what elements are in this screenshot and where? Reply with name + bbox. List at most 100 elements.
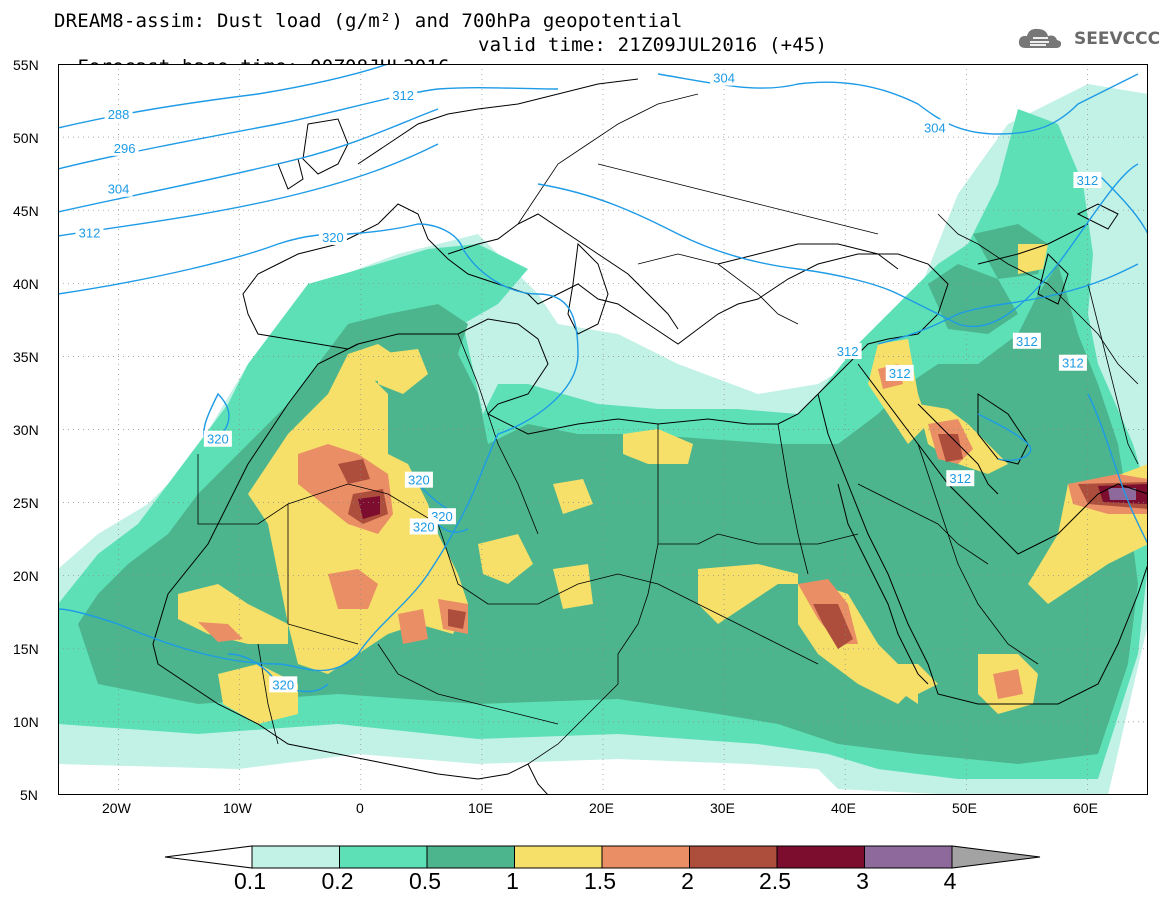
contour-label-bg bbox=[104, 106, 133, 123]
lat-label: 10N bbox=[13, 714, 39, 730]
contour-label-bg bbox=[920, 119, 949, 136]
dust-level-1 bbox=[478, 534, 533, 584]
lat-label: 35N bbox=[13, 349, 39, 365]
dust-level-1.5 bbox=[198, 622, 243, 642]
colorbar-level-label: 1.5 bbox=[584, 868, 616, 894]
contour-label: 312 bbox=[889, 366, 911, 381]
colorbar-swatch bbox=[339, 845, 428, 869]
contour-label: 320 bbox=[413, 519, 435, 534]
contour-label: 312 bbox=[949, 471, 971, 486]
contour-label: 320 bbox=[272, 677, 294, 692]
contour-label: 312 bbox=[392, 88, 414, 103]
contour-label-bg bbox=[389, 87, 418, 104]
valid-time: valid time: 21Z09JUL2016 (+45) bbox=[478, 34, 828, 56]
dust-level-2 bbox=[338, 459, 370, 484]
colorbar-swatch bbox=[251, 845, 340, 869]
dust-level-1 bbox=[838, 664, 938, 704]
contour-label: 320 bbox=[207, 432, 229, 447]
contour-label: 312 bbox=[1062, 356, 1084, 371]
colorbar-swatch bbox=[514, 845, 603, 869]
colorbar-level-label: 0.5 bbox=[409, 868, 441, 894]
lat-label: 15N bbox=[13, 641, 39, 657]
borders bbox=[197, 93, 1139, 765]
dust-level-1.5 bbox=[328, 569, 378, 609]
colorbar-level-label: 3 bbox=[856, 868, 869, 894]
contour-label: 320 bbox=[322, 230, 344, 245]
colorbar-level-label: 1 bbox=[506, 868, 519, 894]
colorbar-level-label: 0.2 bbox=[321, 868, 354, 894]
lat-label: 25N bbox=[13, 495, 39, 511]
contour-label-bg bbox=[1012, 332, 1041, 349]
map-title-line1: DREAM8-assim: Dust load (g/m²) and 700hP… bbox=[54, 10, 683, 32]
contour-label-bg bbox=[75, 224, 104, 241]
contour-label-bg bbox=[833, 343, 862, 360]
lon-label: 60E bbox=[1073, 800, 1098, 816]
logo-text: SEEVCCC bbox=[1074, 29, 1161, 49]
lat-label: 45N bbox=[13, 203, 39, 219]
dust-level-1 bbox=[868, 339, 928, 444]
contour-label-bg bbox=[203, 430, 232, 447]
lat-label: 50N bbox=[13, 130, 39, 146]
colorbar-level-label: 2.5 bbox=[759, 868, 791, 894]
contour-label: 312 bbox=[1016, 334, 1038, 349]
colorbar-swatch bbox=[776, 845, 865, 869]
colorbar-swatch bbox=[601, 845, 690, 869]
colorbar-swatch bbox=[689, 845, 778, 869]
dust-level-1.5 bbox=[398, 609, 428, 644]
contour-label-bg bbox=[1073, 171, 1102, 188]
dust-level-0.5-blotch bbox=[928, 264, 1018, 334]
contour-label-bg bbox=[409, 518, 438, 535]
lon-label: 10W bbox=[223, 800, 252, 816]
contour-label: 312 bbox=[79, 226, 101, 241]
colorbar-level-label: 4 bbox=[943, 868, 957, 894]
lon-label: 10E bbox=[468, 800, 493, 816]
dust-level-2 bbox=[448, 609, 466, 629]
lat-label: 40N bbox=[13, 276, 39, 292]
lat-label: 30N bbox=[13, 422, 39, 438]
colorbar-level-label: 0.1 bbox=[234, 868, 266, 894]
geopotential-contours bbox=[58, 64, 1148, 693]
lon-label: 50E bbox=[952, 800, 977, 816]
dust-level-2 bbox=[938, 434, 963, 462]
contour-label: 320 bbox=[408, 473, 430, 488]
contour-labels: 288 296 304 312 320 312 304 304 312 312 312 312 312 3… bbox=[75, 69, 1102, 693]
contour-label: 296 bbox=[114, 141, 136, 156]
colorbar-swatch bbox=[426, 845, 515, 869]
lon-label: 40E bbox=[831, 800, 856, 816]
contour-label: 304 bbox=[924, 120, 946, 135]
contour-label-bg bbox=[110, 139, 139, 156]
colorbar-level-label: 2 bbox=[681, 868, 694, 894]
lat-label: 55N bbox=[13, 57, 39, 73]
lon-label: 20W bbox=[102, 800, 131, 816]
contour-label-bg bbox=[946, 470, 975, 487]
lat-label: 5N bbox=[20, 787, 38, 803]
lat-label: 20N bbox=[13, 568, 39, 584]
dust-level-1 bbox=[378, 349, 428, 394]
dust-level-1.5 bbox=[993, 669, 1023, 699]
seevccc-logo: SEEVCCC bbox=[1018, 26, 1160, 52]
cloud-icon bbox=[1018, 28, 1062, 48]
contour-label-bg bbox=[710, 69, 739, 86]
lon-label: 0 bbox=[356, 800, 364, 816]
lon-label: 20E bbox=[589, 800, 614, 816]
contour-label: 312 bbox=[837, 344, 859, 359]
contour-label-bg bbox=[269, 676, 298, 693]
colorbar-under-triangle bbox=[164, 845, 253, 869]
dust-level-2 bbox=[813, 604, 853, 649]
dust-level-2.5 bbox=[358, 496, 380, 519]
contour-label: 288 bbox=[108, 107, 130, 122]
contour-label-bg bbox=[104, 180, 133, 197]
contour-label: 304 bbox=[108, 182, 130, 197]
graticule bbox=[58, 64, 1148, 795]
contour-label: 312 bbox=[1077, 173, 1099, 188]
dust-map: 288 296 304 312 320 312 304 304 312 312 312 312 312 3… bbox=[58, 64, 1148, 795]
lon-label: 30E bbox=[710, 800, 735, 816]
contour-label-bg bbox=[1058, 354, 1087, 371]
contour-label-bg bbox=[318, 228, 347, 245]
colorbar-swatch bbox=[864, 845, 953, 869]
map-frame: 288 296 304 312 320 312 304 304 312 312 312 312 312 3… bbox=[58, 64, 1148, 795]
coastlines bbox=[152, 78, 1148, 795]
contour-label: 304 bbox=[713, 71, 735, 86]
dust-level-1 bbox=[553, 479, 593, 514]
dust-level-3 bbox=[1108, 488, 1136, 500]
